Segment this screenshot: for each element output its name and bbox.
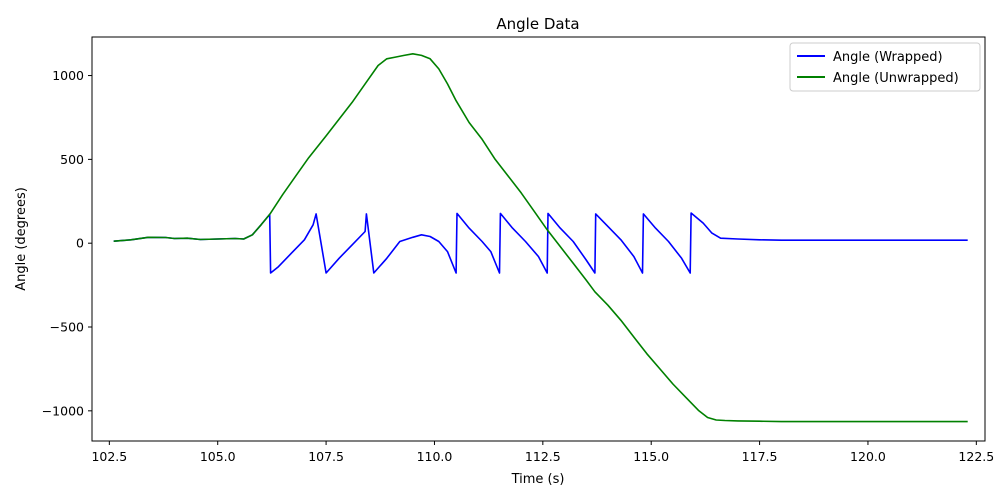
y-axis-label: Angle (degrees) [14, 187, 29, 291]
x-tick-label: 102.5 [91, 449, 127, 464]
x-tick-label: 117.5 [742, 449, 778, 464]
legend-box [789, 42, 981, 92]
x-tick-label: 105.0 [200, 449, 236, 464]
y-tick-label: −1000 [42, 403, 84, 418]
legend: Angle (Wrapped) Angle (Unwrapped) [789, 42, 981, 92]
series-line-angle-unwrapped [113, 52, 968, 423]
x-tick-label: 110.0 [417, 449, 453, 464]
x-tick-label: 115.0 [633, 449, 669, 464]
series-layer [113, 52, 968, 423]
x-axis-label: Time (s) [511, 472, 565, 487]
legend-label-unwrapped: Angle (Unwrapped) [833, 71, 959, 86]
x-tick-label: 120.0 [850, 449, 886, 464]
x-tick-label: 112.5 [525, 449, 561, 464]
x-tick-label: 122.5 [958, 449, 994, 464]
y-axis: −1000 −500 0 500 1000 [42, 68, 92, 418]
y-tick-label: 0 [76, 236, 84, 251]
chart-title: Angle Data [496, 15, 579, 33]
y-tick-label: 500 [60, 152, 84, 167]
legend-label-wrapped: Angle (Wrapped) [833, 50, 943, 65]
plot-frame [91, 36, 986, 442]
x-tick-label: 107.5 [308, 449, 344, 464]
y-tick-label: 1000 [52, 68, 84, 83]
x-axis: 102.5 105.0 107.5 110.0 112.5 115.0 117.5 120.0… [91, 441, 994, 464]
y-tick-label: −500 [50, 320, 84, 335]
plot-area [91, 36, 986, 442]
